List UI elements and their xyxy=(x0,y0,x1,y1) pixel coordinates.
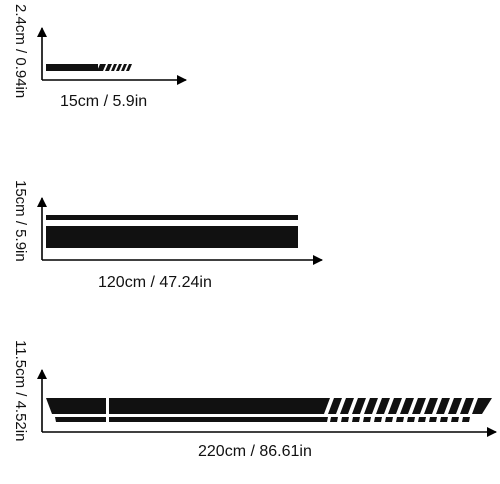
decal-medium-stripes xyxy=(46,215,298,248)
upper-slash-pattern xyxy=(328,398,492,414)
horizontal-dimension-label: 120cm / 47.24in xyxy=(98,274,212,291)
horizontal-dimension-label: 15cm / 5.9in xyxy=(60,93,147,110)
decal-small-stripe xyxy=(46,64,132,71)
section-small: 2.4cm / 0.94in 15cm / 5.9in xyxy=(12,4,187,110)
horizontal-dimension-label: 220cm / 86.61in xyxy=(198,443,312,460)
section-medium: 15cm / 5.9in 120cm / 47.24in xyxy=(12,180,323,291)
vertical-dimension-label: 11.5cm / 4.52in xyxy=(12,340,29,441)
lower-dash-pattern xyxy=(330,417,470,422)
vertical-dimension-label: 2.4cm / 0.94in xyxy=(12,4,29,98)
decal-large-stripes xyxy=(46,398,492,422)
section-large: 11.5cm / 4.52in xyxy=(12,340,497,460)
vertical-dimension-label: 15cm / 5.9in xyxy=(12,180,29,262)
